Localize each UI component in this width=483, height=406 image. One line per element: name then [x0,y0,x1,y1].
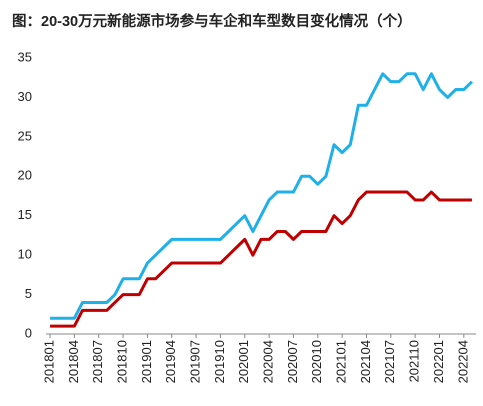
series-line [50,190,472,328]
y-tick-label: 0 [25,325,32,340]
x-tick-label: 202107 [382,340,397,383]
series-line [50,72,473,320]
x-tick-label: 202110 [407,340,422,382]
y-tick-label: 5 [25,286,32,301]
x-tick-label: 202010 [309,340,324,383]
x-tick-label: 202204 [455,340,470,383]
x-tick-label: 201804 [66,340,81,383]
y-tick-label: 25 [18,128,32,143]
chart-title: 图：20-30万元新能源市场参与车企和车型数目变化情况（个） [12,12,412,30]
x-tick-label: 202007 [285,340,300,383]
x-tick-label: 202001 [236,340,251,383]
x-tick-label: 201904 [163,340,178,383]
x-tick-label: 202201 [431,340,446,383]
x-tick-label: 201807 [90,340,105,383]
x-tick-label: 201901 [139,340,154,383]
x-tick-label: 201907 [188,340,203,383]
y-tick-label: 30 [18,89,32,104]
x-tick-label: 201801 [41,340,56,383]
x-tick-label: 202104 [358,340,373,383]
y-tick-label: 10 [18,247,32,262]
y-tick-label: 15 [18,207,32,222]
y-tick-label: 20 [18,168,32,183]
y-tick-label: 35 [18,49,32,64]
x-tick-label: 201910 [212,340,227,383]
x-tick-label: 201810 [115,340,130,383]
x-tick-label: 202004 [261,340,276,383]
x-tick-label: 202101 [334,340,349,383]
